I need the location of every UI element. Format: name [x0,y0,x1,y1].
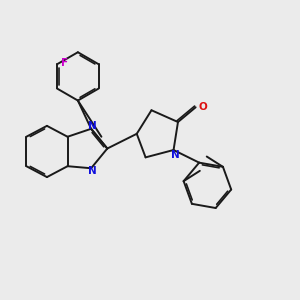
Text: N: N [88,122,97,131]
Text: O: O [199,102,207,112]
Text: N: N [88,166,97,176]
Text: N: N [171,150,180,160]
Text: F: F [61,58,68,68]
